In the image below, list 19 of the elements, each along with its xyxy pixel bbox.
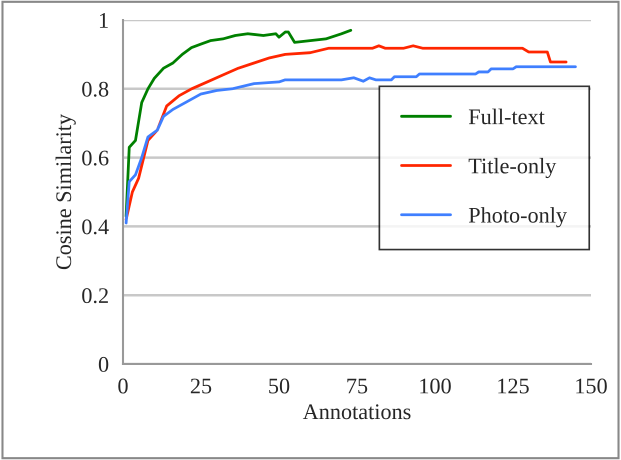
line-series (124, 28, 352, 218)
x-tick-label: 50 (269, 378, 290, 394)
legend-label: Photo-only (468, 207, 567, 228)
y-tick-label: 0.2 (82, 288, 108, 304)
y-tick-label: 0.8 (82, 82, 108, 97)
x-tick-label: 0 (118, 378, 128, 394)
y-tick-label: 1 (100, 13, 108, 28)
legend-label: Title-only (468, 158, 556, 178)
x-tick-label: 150 (576, 378, 607, 394)
legend-label: Full-text (468, 108, 545, 124)
x-tick-label: 25 (190, 378, 212, 394)
x-axis-title: Annotations (302, 404, 411, 420)
x-tick-label: 75 (347, 378, 368, 394)
x-tick-label: 100 (420, 378, 451, 394)
y-axis-title: Cosine Similarity (56, 114, 76, 270)
y-tick-label: 0.4 (82, 219, 109, 234)
y-tick-label: 0.6 (82, 150, 108, 166)
x-tick-label: 125 (498, 378, 529, 394)
y-tick-label: 0 (98, 356, 108, 372)
